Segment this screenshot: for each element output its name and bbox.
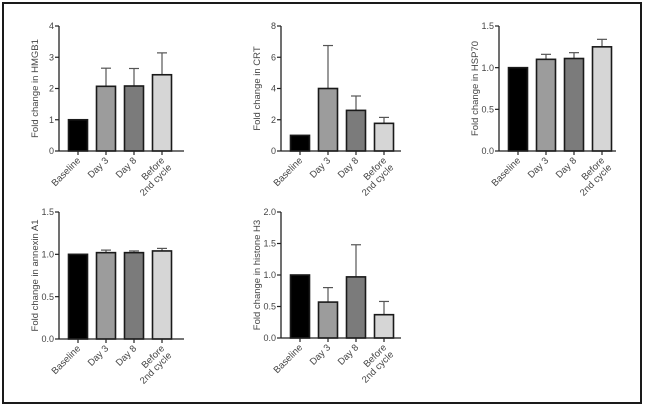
- x-tick-label-line: Day 8: [114, 343, 139, 368]
- y-tick-label: 0: [271, 146, 276, 156]
- bar-baseline: [67, 118, 89, 152]
- x-tick-label-line: Baseline: [272, 342, 306, 376]
- x-tick-label: Day 3: [86, 343, 111, 368]
- bar-before: [151, 73, 173, 152]
- x-tick-label-line: Day 3: [308, 155, 333, 180]
- y-tick-label: 1.5: [263, 239, 276, 249]
- bar-day-8: [345, 276, 367, 339]
- y-tick-label: 0.0: [481, 146, 494, 156]
- y-tick-label: 0.0: [41, 334, 54, 344]
- y-tick-label: 0.5: [481, 105, 494, 115]
- y-tick-label: 1.0: [481, 63, 494, 73]
- x-tick-label-line: Day 8: [114, 155, 139, 180]
- bar-day-8: [123, 85, 145, 152]
- x-tick-label: Baseline: [272, 155, 306, 189]
- x-tick-label: Day 8: [336, 155, 361, 180]
- y-axis-title: Fold change in histone H3: [252, 220, 263, 330]
- y-axis-title: Fold change in HMGB1: [30, 39, 41, 138]
- y-tick-label: 6: [271, 52, 276, 62]
- y-axis-title: Fold change in HSP70: [470, 41, 481, 136]
- x-tick-label-line: Day 3: [526, 155, 551, 180]
- x-tick-label: Day 3: [86, 155, 111, 180]
- chart-panel-histone-h3: Baseline Day 3 Day 8 Before2nd cycle0.00.51…: [252, 207, 401, 386]
- y-tick-label: 0.5: [41, 292, 54, 302]
- x-tick-label: Baseline: [272, 342, 306, 376]
- y-tick-label: 4: [49, 21, 54, 31]
- bar-day-8: [345, 109, 367, 152]
- x-tick-label: Day 8: [554, 155, 579, 180]
- x-tick-label-line: Baseline: [50, 343, 84, 377]
- bar-before: [591, 46, 613, 152]
- x-tick-label: Day 8: [114, 343, 139, 368]
- x-tick-label: Day 8: [114, 155, 139, 180]
- y-axis-title: Fold change in CRT: [252, 46, 263, 131]
- chart-panel-hmgb1: Baseline Day 3 Day 8 Before2nd cycle01234Fo…: [30, 21, 184, 199]
- chart-panel-crt: Baseline Day 3 Day 8 Before2nd cycle02468Fo…: [252, 21, 401, 199]
- chart-panel-annexin-a1: Baseline Day 3 Day 8 Before2nd cycle0.00.51…: [30, 207, 184, 387]
- y-tick-label: 2.0: [263, 207, 276, 217]
- bar-baseline: [507, 66, 529, 152]
- bar-before: [151, 250, 173, 340]
- y-tick-label: 3: [49, 52, 54, 62]
- x-tick-label-line: Day 3: [86, 155, 111, 180]
- x-tick-label: Day 3: [308, 155, 333, 180]
- y-tick-label: 0.0: [263, 333, 276, 343]
- bar-baseline: [67, 253, 89, 340]
- y-tick-label: 1.5: [41, 207, 54, 217]
- y-tick-label: 0: [49, 146, 54, 156]
- bar-day-8: [563, 57, 585, 152]
- x-tick-label: Baseline: [490, 155, 524, 189]
- x-tick-label: Baseline: [50, 343, 84, 377]
- chart-panel-hsp70: Baseline Day 3 Day 8 Before2nd cycle0.00.51…: [470, 21, 616, 199]
- bar-day-3: [95, 85, 117, 152]
- bar-before: [373, 122, 395, 152]
- x-tick-label: Day 8: [336, 342, 361, 367]
- x-tick-label-line: Day 8: [336, 155, 361, 180]
- bar-before: [373, 313, 395, 339]
- x-tick-label: Day 3: [526, 155, 551, 180]
- y-tick-label: 1.5: [481, 21, 494, 31]
- y-tick-label: 0.5: [263, 302, 276, 312]
- x-tick-label-line: Day 3: [308, 342, 333, 367]
- bar-day-3: [317, 87, 339, 152]
- bar-day-3: [95, 251, 117, 340]
- bar-baseline: [289, 134, 311, 152]
- bar-day-3: [535, 58, 557, 152]
- bar-baseline: [289, 274, 311, 339]
- x-tick-label-line: Baseline: [272, 155, 306, 189]
- y-tick-label: 2: [49, 84, 54, 94]
- x-tick-label-line: Baseline: [50, 155, 84, 189]
- x-tick-label-line: Day 3: [86, 343, 111, 368]
- x-tick-label-line: Day 8: [336, 342, 361, 367]
- x-tick-label-line: Baseline: [490, 155, 524, 189]
- bar-day-3: [317, 301, 339, 339]
- bar-day-8: [123, 251, 145, 340]
- y-tick-label: 1.0: [263, 270, 276, 280]
- y-tick-label: 2: [271, 115, 276, 125]
- y-tick-label: 4: [271, 84, 276, 94]
- x-tick-label-line: Day 8: [554, 155, 579, 180]
- y-tick-label: 1.0: [41, 250, 54, 260]
- y-tick-label: 1: [49, 115, 54, 125]
- x-tick-label: Baseline: [50, 155, 84, 189]
- x-tick-label: Day 3: [308, 342, 333, 367]
- y-axis-title: Fold change in annexin A1: [30, 220, 41, 332]
- y-tick-label: 8: [271, 21, 276, 31]
